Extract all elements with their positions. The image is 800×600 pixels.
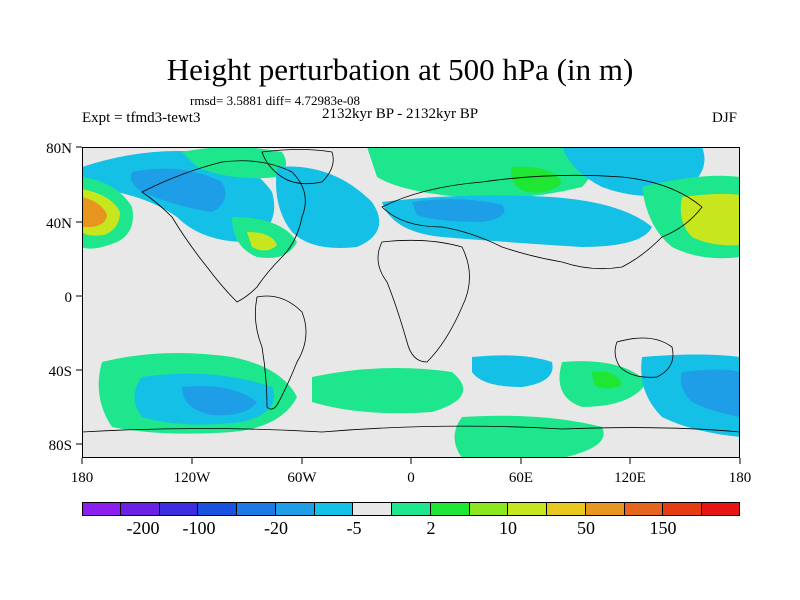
legend-label-neg5: -5 (347, 518, 362, 538)
lat-label-40s: 40S (49, 364, 72, 380)
antarctica-coast (82, 425, 740, 433)
anomaly-dark-blue-southeast (680, 369, 740, 417)
anomaly-green-yellow-south-indian (592, 371, 622, 389)
legend-label-neg20: -20 (264, 518, 288, 538)
legend-color-cell (275, 502, 315, 516)
legend-color-cell (702, 502, 741, 516)
legend-label-150: 150 (650, 518, 677, 538)
legend-label-10: 10 (499, 518, 517, 538)
legend-color-cell (353, 502, 393, 516)
legend-color-cell (547, 502, 586, 516)
legend-label-neg200: -200 (127, 518, 160, 538)
map-plot-area (82, 147, 740, 458)
australia-coast (614, 337, 674, 378)
eurasia-coast (381, 174, 703, 270)
anomaly-orange-west (82, 197, 107, 227)
legend-color-cell (237, 502, 276, 516)
lon-label-0: 0 (407, 470, 415, 486)
legend-label-2: 2 (427, 518, 436, 538)
anomaly-dark-blue-europe (412, 199, 505, 222)
legend-color-cell (585, 502, 625, 516)
anomaly-dark-blue-alaska (130, 168, 226, 212)
lon-label-60e: 60E (509, 470, 533, 486)
south-america-coast (254, 295, 307, 410)
legend-label-50: 50 (577, 518, 595, 538)
anomaly-green-siberia (511, 166, 562, 193)
legend-label-neg100: -100 (183, 518, 216, 538)
legend-color-cell (82, 502, 121, 516)
africa-coast (377, 239, 470, 363)
anomaly-blue-south-indian (472, 355, 553, 387)
legend-color-cell (624, 502, 664, 516)
stats-text: rmsd= 3.5881 diff= 4.72983e-08 (190, 93, 361, 108)
tick-marks (76, 146, 741, 464)
legend-color-cell (120, 502, 160, 516)
lon-label-180e: 180 (729, 470, 752, 486)
lon-label-60w: 60W (287, 470, 317, 486)
anomaly-yellow-east (680, 193, 740, 246)
anomaly-yellow-mid-atlantic (247, 232, 277, 251)
lon-label-120e: 120E (614, 470, 646, 486)
lon-label-120w: 120W (174, 470, 212, 486)
lat-label-80n: 80N (46, 141, 72, 157)
anomaly-green-greenland (182, 147, 286, 179)
legend-color-cell (198, 502, 238, 516)
experiment-label: Expt = tfmd3-tewt3 (82, 110, 201, 126)
legend-color-cell (469, 502, 509, 516)
legend-color-cell (430, 502, 470, 516)
figure-title: Height perturbation at 500 hPa (in m) (166, 52, 634, 87)
season-label: DJF (712, 110, 738, 126)
coastlines (82, 149, 740, 433)
anomaly-blue-north-atlantic (276, 166, 380, 248)
legend-color-cell (508, 502, 548, 516)
legend-color-cell (663, 502, 703, 516)
color-legend-frame (82, 502, 740, 516)
anomaly-green-south-atlantic (312, 368, 464, 414)
legend-color-cell (314, 502, 354, 516)
lat-label-0: 0 (65, 290, 73, 306)
period-label: 2132kyr BP - 2132kyr BP (322, 106, 479, 122)
lon-label-180w: 180 (71, 470, 94, 486)
greenland-coast (261, 149, 334, 185)
legend-color-cell (392, 502, 431, 516)
lat-label-40n: 40N (46, 216, 72, 232)
color-legend-bar (82, 502, 741, 516)
north-america-coast (141, 160, 306, 303)
legend-color-cell (159, 502, 199, 516)
lat-label-80s: 80S (49, 438, 72, 454)
anomaly-dark-blue-south-pacific (182, 386, 257, 416)
